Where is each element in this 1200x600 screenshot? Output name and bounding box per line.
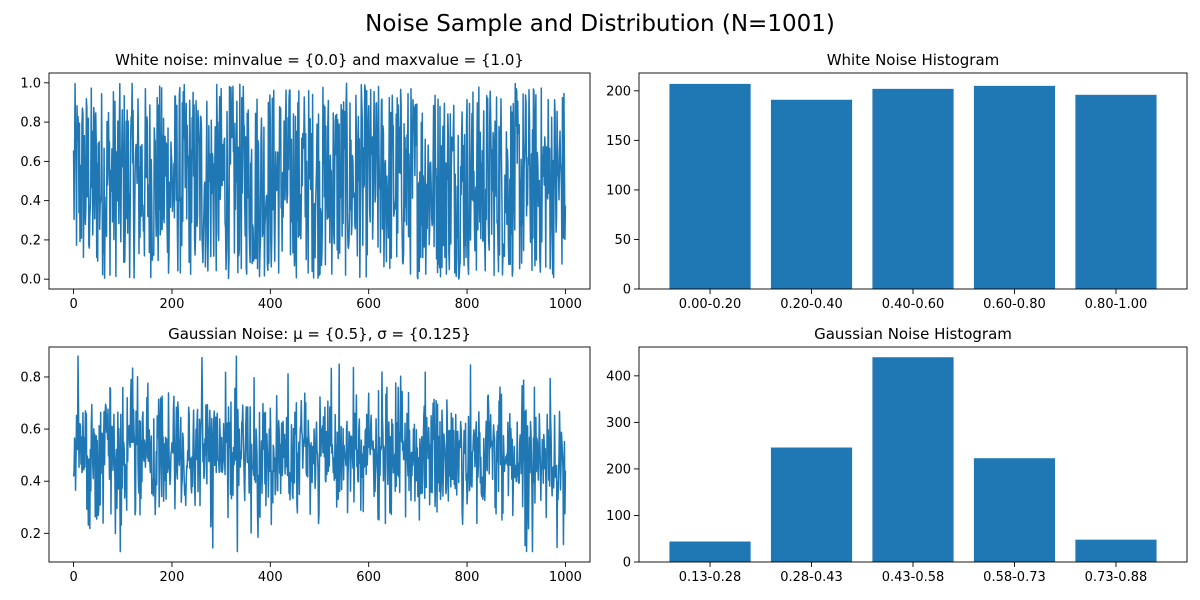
axes-frame <box>48 346 591 563</box>
x-tick-label: 0.00-0.20 <box>679 297 742 312</box>
x-tick-label: 200 <box>160 570 185 585</box>
y-tick-label: 1.0 <box>20 76 41 91</box>
x-tick-label: 0.58-0.73 <box>983 570 1046 585</box>
y-tick-label: 300 <box>606 416 631 431</box>
subplot-title: White Noise Histogram <box>827 51 1000 69</box>
y-tick-label: 50 <box>614 233 631 248</box>
axes-frame <box>638 346 1188 563</box>
y-tick-label: 0.8 <box>20 370 41 385</box>
series-line <box>72 355 567 553</box>
subplot-title: Gaussian Noise Histogram <box>814 325 1012 343</box>
axes-frame <box>638 72 1188 290</box>
subplot-title: Gaussian Noise: μ = {0.5}, σ = {0.125} <box>168 325 471 343</box>
x-tick-label: 800 <box>455 297 480 312</box>
y-tick-label: 200 <box>606 462 631 477</box>
y-tick-label: 100 <box>606 509 631 524</box>
x-tick-label: 0.13-0.28 <box>679 570 742 585</box>
y-tick-label: 0 <box>623 283 631 298</box>
x-tick-label: 1000 <box>549 297 582 312</box>
subplots: White noise: minvalue = {0.0} and maxval… <box>20 51 1188 585</box>
y-tick-label: 0 <box>623 556 631 571</box>
y-tick-label: 0.2 <box>20 233 41 248</box>
x-tick-label: 400 <box>258 570 283 585</box>
y-tick-label: 0.4 <box>20 194 41 209</box>
x-tick-label: 0 <box>69 570 77 585</box>
y-tick-label: 0.6 <box>20 155 41 170</box>
y-tick-label: 0.2 <box>20 527 41 542</box>
y-tick-label: 100 <box>606 183 631 198</box>
x-tick-label: 0.73-0.88 <box>1085 570 1148 585</box>
y-tick-label: 200 <box>606 84 631 99</box>
bar <box>1075 539 1157 562</box>
y-tick-label: 0.0 <box>20 273 41 288</box>
y-tick-label: 0.4 <box>20 475 41 490</box>
x-tick-label: 800 <box>455 570 480 585</box>
x-tick-label: 0.43-0.58 <box>882 570 945 585</box>
bar <box>669 83 751 290</box>
x-tick-label: 600 <box>356 570 381 585</box>
bar <box>872 88 954 289</box>
x-tick-label: 400 <box>258 297 283 312</box>
figure-title: Noise Sample and Distribution (N=1001) <box>365 11 835 37</box>
bar <box>973 458 1056 562</box>
bar <box>770 99 853 290</box>
bar <box>669 541 751 562</box>
series-line <box>72 82 567 280</box>
subplot-2: White Noise Histogram 0.00-0.20 0.20-0.40 0… <box>606 51 1188 312</box>
x-tick-label: 1000 <box>549 570 582 585</box>
subplot-4: Gaussian Noise Histogram 0.13-0.28 0.28-0.… <box>606 325 1188 585</box>
y-tick-label: 150 <box>606 134 631 149</box>
subplot-1: White noise: minvalue = {0.0} and maxval… <box>20 51 591 312</box>
bar <box>973 85 1056 289</box>
bar <box>770 447 853 562</box>
subplot-3: Gaussian Noise: μ = {0.5}, σ = {0.125} 0 2… <box>20 325 591 585</box>
x-tick-label: 0.40-0.60 <box>882 297 945 312</box>
x-tick-label: 0.28-0.43 <box>780 570 843 585</box>
bar <box>1075 94 1157 290</box>
axes-frame <box>48 72 591 290</box>
subplot-title: White noise: minvalue = {0.0} and maxval… <box>115 51 524 69</box>
bar <box>872 357 954 562</box>
x-tick-label: 600 <box>356 297 381 312</box>
y-tick-label: 0.8 <box>20 116 41 131</box>
x-tick-label: 0.80-1.00 <box>1085 297 1148 312</box>
x-tick-label: 200 <box>160 297 185 312</box>
y-tick-label: 0.6 <box>20 423 41 438</box>
x-tick-label: 0.20-0.40 <box>780 297 843 312</box>
x-tick-label: 0.60-0.80 <box>983 297 1046 312</box>
x-tick-label: 0 <box>69 297 77 312</box>
y-tick-label: 400 <box>606 369 631 384</box>
